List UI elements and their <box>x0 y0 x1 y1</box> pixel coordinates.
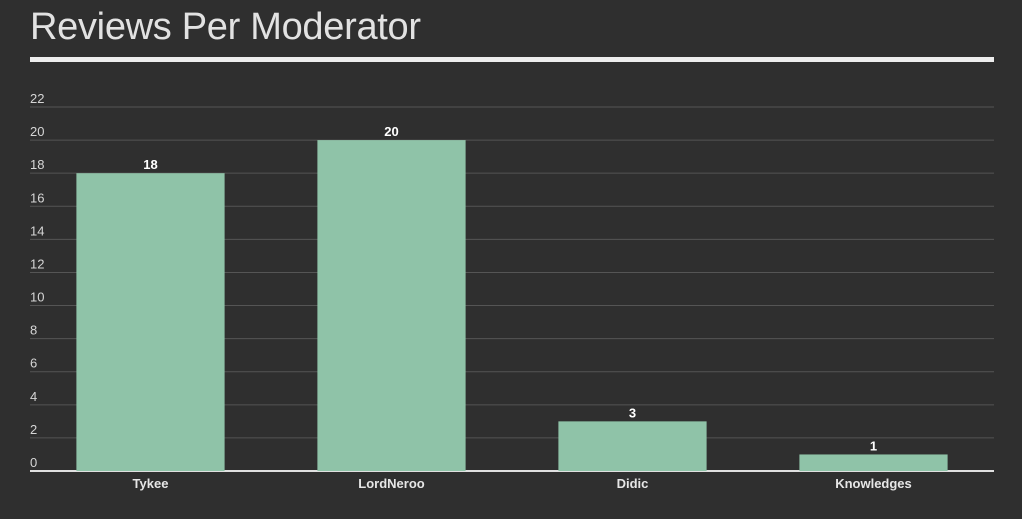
y-tick-label: 2 <box>30 422 37 437</box>
x-category-label: LordNeroo <box>358 476 425 491</box>
data-label: 18 <box>143 157 157 172</box>
data-label: 3 <box>629 405 636 420</box>
bar-tykee <box>76 173 225 471</box>
x-category-label: Tykee <box>133 476 169 491</box>
y-tick-label: 20 <box>30 124 44 139</box>
y-tick-label: 14 <box>30 223 44 238</box>
data-label: 20 <box>384 124 398 139</box>
y-tick-label: 12 <box>30 256 44 271</box>
title-underline <box>30 57 994 62</box>
bar-lordneroo <box>317 140 466 471</box>
bar-didic <box>558 421 707 471</box>
y-tick-label: 22 <box>30 91 44 106</box>
y-tick-label: 8 <box>30 323 37 338</box>
y-tick-label: 16 <box>30 190 44 205</box>
chart-title: Reviews Per Moderator <box>30 6 421 48</box>
data-label: 1 <box>870 438 877 453</box>
x-category-label: Didic <box>617 476 649 491</box>
y-tick-label: 10 <box>30 290 44 305</box>
y-tick-label: 0 <box>30 455 37 470</box>
labels: 0 2 4 6 8 10 12 14 16 18 20 22 18 Tykee 20 LordNeroo 3 Di… <box>30 91 912 491</box>
bar-knowledges <box>799 454 948 471</box>
y-tick-label: 6 <box>30 356 37 371</box>
y-tick-label: 18 <box>30 157 44 172</box>
bars <box>76 140 948 471</box>
x-category-label: Knowledges <box>835 476 912 491</box>
y-tick-label: 4 <box>30 389 37 404</box>
